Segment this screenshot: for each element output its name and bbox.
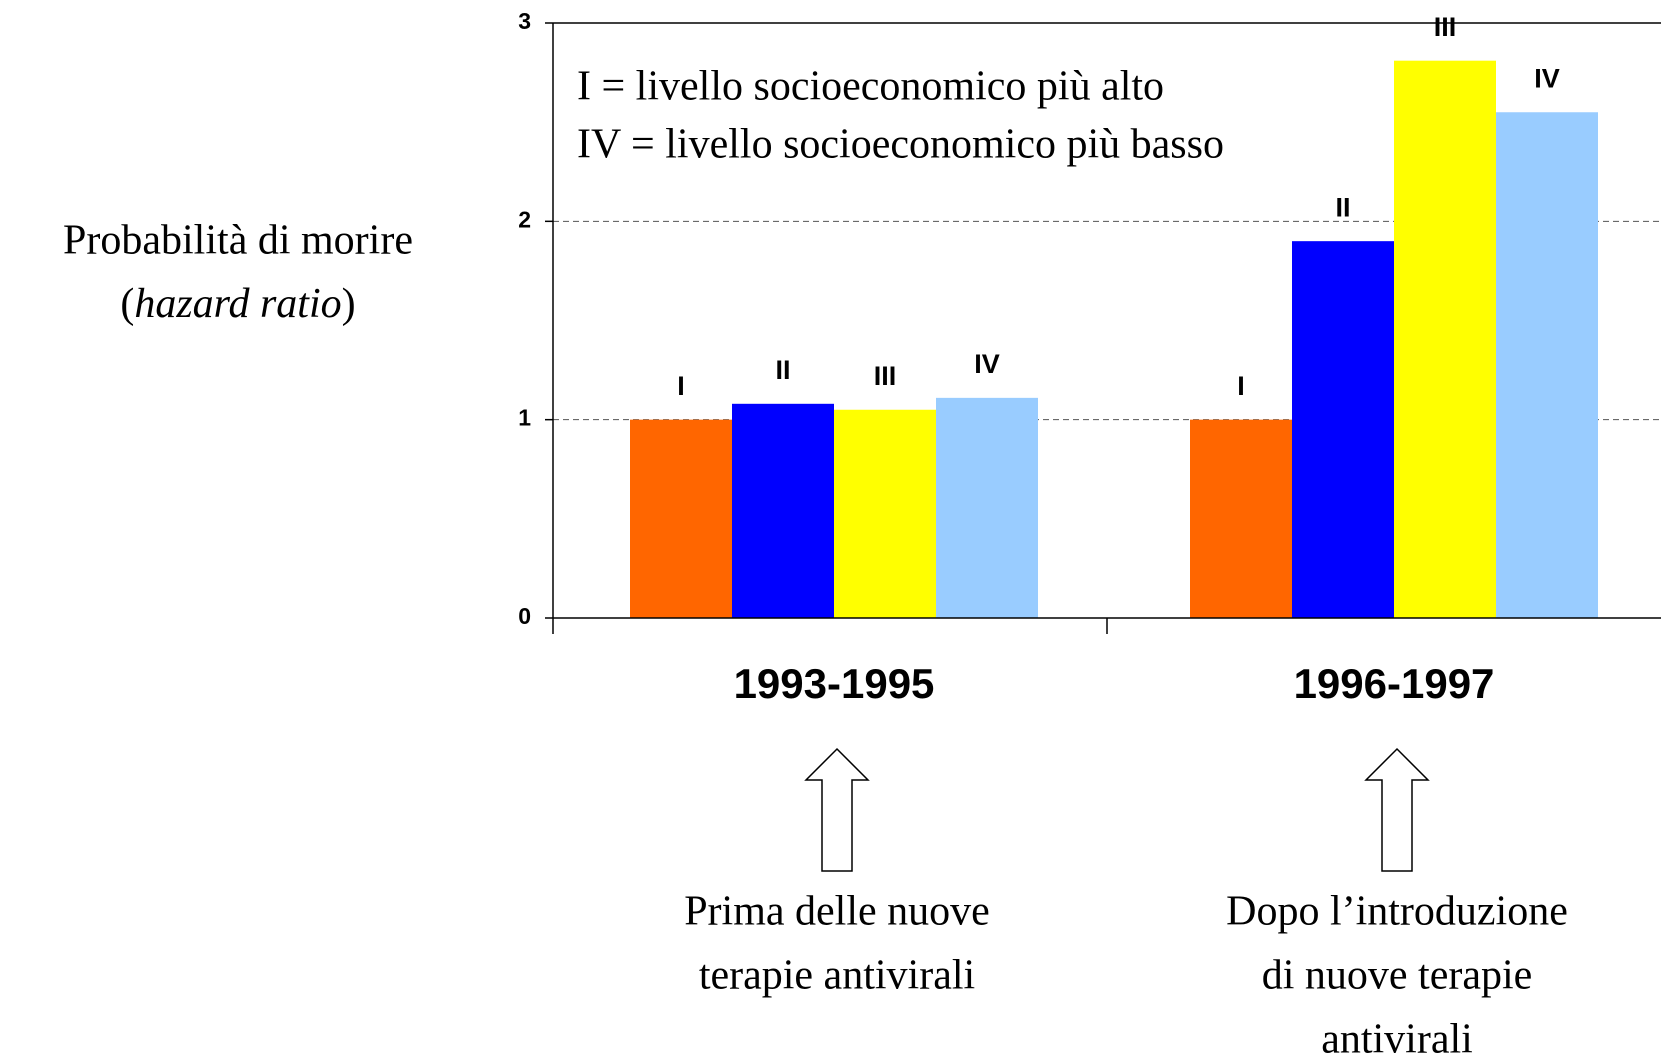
annotation: di nuove terapie: [1262, 953, 1533, 999]
bar-label: IV: [974, 349, 1000, 379]
annotation: terapie antivirali: [699, 953, 975, 999]
bar: [936, 397, 1038, 618]
y-tick-label: 2: [518, 206, 531, 232]
y-axis-label-part: (: [120, 281, 134, 327]
bar-label: II: [1335, 192, 1350, 222]
annotation: Dopo l’introduzione: [1226, 889, 1568, 935]
y-axis-label-part: ): [342, 281, 356, 327]
annotation: Prima delle nuove: [684, 889, 990, 935]
x-tick-label: 1993-1995: [734, 660, 935, 707]
bar-label: I: [677, 371, 685, 401]
y-axis-label: (hazard ratio): [120, 281, 355, 327]
bar-label: I: [1237, 371, 1245, 401]
bar: [834, 409, 936, 618]
bar: [1496, 112, 1598, 618]
bar: [1394, 60, 1496, 618]
annotation: antivirali: [1321, 1017, 1473, 1062]
bar-label: II: [775, 355, 790, 385]
bar-label: III: [874, 361, 897, 391]
arrow: [1364, 747, 1430, 872]
y-tick-label: 1: [518, 405, 531, 431]
y-axis-label: Probabilità di morire: [63, 218, 413, 264]
x-tick-label: 1996-1997: [1294, 660, 1495, 707]
legend-text: IV = livello socioeconomico più basso: [577, 122, 1224, 168]
bar-label: IV: [1534, 63, 1560, 93]
y-tick-label: 3: [518, 8, 531, 34]
y-axis-label-part: hazard ratio: [134, 281, 341, 327]
bar-label: III: [1434, 12, 1457, 42]
bar: [1292, 241, 1394, 618]
bar: [1190, 419, 1292, 618]
bar: [630, 419, 732, 618]
arrow: [804, 747, 870, 872]
bar: [732, 403, 834, 618]
y-tick-label: 0: [518, 603, 531, 629]
legend-text: I = livello socioeconomico più alto: [577, 64, 1164, 110]
